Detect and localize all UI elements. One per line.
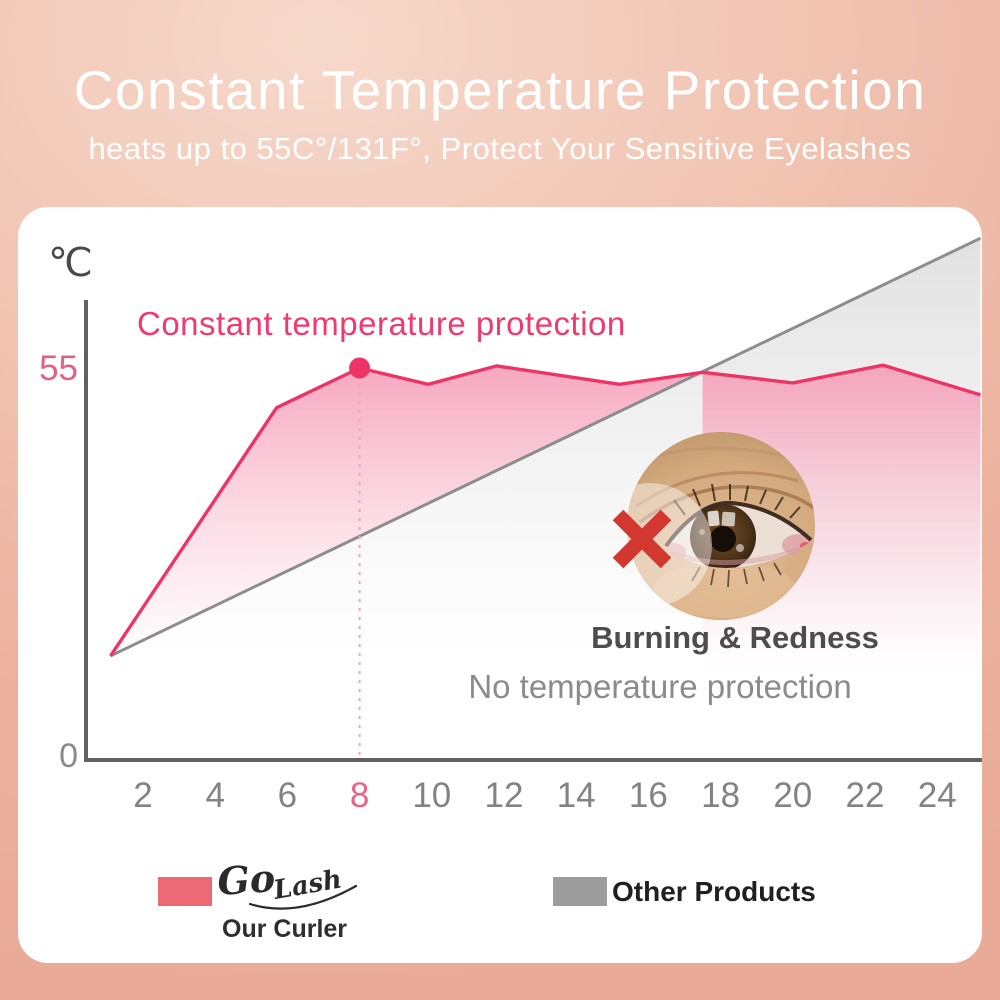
y-tick-55: 55 xyxy=(39,349,78,388)
iris-highlight-right xyxy=(721,511,736,527)
legend-swatch-other-products xyxy=(553,877,607,906)
x-tick-label-14: 14 xyxy=(556,776,596,815)
pupil xyxy=(710,526,736,552)
legend-label-our-curler: Our Curler xyxy=(222,915,348,943)
page-title: Constant Temperature Protection xyxy=(73,59,927,121)
go-lash-brand-logo: Go Lash xyxy=(216,855,358,910)
x-tick-label-8: 8 xyxy=(349,776,370,815)
other-products-line xyxy=(109,236,982,658)
brand-word-go: Go xyxy=(216,855,277,904)
x-tick-label-24: 24 xyxy=(917,776,957,815)
iris-glint-small xyxy=(699,529,705,535)
x-tick-label-2: 2 xyxy=(133,776,153,815)
x-axis-ticks: 2 4 6 8 10 12 14 16 18 20 22 24 xyxy=(0,776,1000,820)
upper-fold-line xyxy=(635,471,799,508)
eyelid-fold-line xyxy=(638,485,815,524)
y-axis-unit-label: ℃ xyxy=(48,241,93,285)
page-subtitle: heats up to 55C°/131F°, Protect Your Sen… xyxy=(88,131,912,166)
under-eye-skin xyxy=(653,562,797,618)
burning-redness-label: Burning & Redness xyxy=(591,620,879,655)
x-tick-label-16: 16 xyxy=(628,776,668,815)
x-tick-label-12: 12 xyxy=(484,776,524,815)
brand-word-lash: Lash xyxy=(270,864,344,906)
irritated-eye-photo xyxy=(612,432,815,620)
lower-lashes xyxy=(691,562,782,588)
y-tick-0: 0 xyxy=(59,737,78,775)
iris-glint xyxy=(736,544,744,552)
x-tick-label-18: 18 xyxy=(701,776,741,815)
x-mark-icon xyxy=(612,509,672,569)
brand-flourish xyxy=(248,884,358,910)
no-protection-label: No temperature protection xyxy=(468,668,852,705)
legend-label-other-products: Other Products xyxy=(612,876,816,907)
constant-temp-annotation: Constant temperature protection xyxy=(137,305,626,342)
iris-highlight-left xyxy=(707,510,720,527)
peak-marker-dot xyxy=(349,357,371,379)
x-tick-label-6: 6 xyxy=(277,776,298,815)
x-tick-label-4: 4 xyxy=(205,776,225,815)
x-tick-label-10: 10 xyxy=(412,776,452,815)
lower-lid-redness xyxy=(671,546,802,566)
upper-lash-line xyxy=(664,500,813,548)
legend-swatch-our-curler xyxy=(158,877,212,906)
x-tick-label-20: 20 xyxy=(773,776,813,815)
upper-lashes xyxy=(673,483,801,519)
our-curler-line xyxy=(109,363,981,657)
x-tick-label-22: 22 xyxy=(845,776,885,815)
